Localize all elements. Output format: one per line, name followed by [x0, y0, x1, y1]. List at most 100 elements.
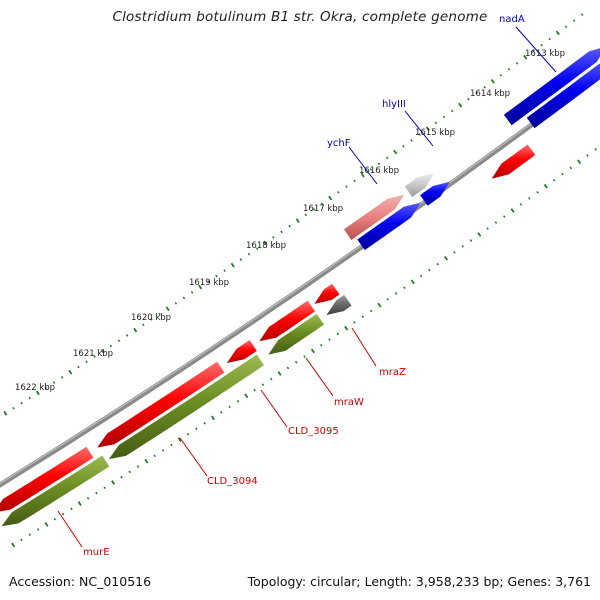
kbp-tick-outer: [385, 156, 389, 160]
kbp-tick-inner: [61, 512, 65, 516]
kbp-tick-outer: [572, 19, 576, 23]
kbp-tick-inner: [377, 302, 382, 308]
kbp-tick-inner: [561, 172, 564, 176]
kbp-tick-outer: [85, 360, 88, 364]
kbp-tick-inner: [410, 279, 415, 285]
kbp-tick-inner: [36, 528, 40, 531]
gene-features: [0, 48, 600, 527]
kbp-tick-inner: [361, 315, 365, 319]
gene-hlyiii-arrow: [404, 173, 435, 197]
kbp-tick-outer: [425, 126, 430, 132]
gene-blue-arrow-b: [420, 181, 451, 206]
kbp-tick-inner: [510, 208, 515, 213]
kbp-tick-outer: [328, 195, 333, 201]
kbp-tick-outer: [190, 291, 194, 294]
kbp-tick-inner: [586, 154, 589, 157]
kbp-tick-outer: [207, 280, 210, 283]
kbp-tick-inner: [294, 360, 298, 364]
kbp-tick-outer: [198, 284, 203, 290]
gene-red-arrow-far: [491, 144, 536, 179]
kbp-tick-inner: [486, 227, 489, 230]
kbp-tick-inner: [86, 496, 90, 500]
genome-backbone: [0, 70, 600, 488]
kbp-tick-inner: [303, 355, 306, 358]
kbp-tick-outer: [117, 339, 121, 343]
kbp-tick-outer: [142, 323, 145, 327]
kbp-tick-outer: [215, 274, 218, 278]
kbp-tick-inner: [261, 383, 265, 386]
accession-text: Accession: NC_010516: [9, 574, 152, 589]
kbp-tick-inner: [428, 268, 431, 272]
leader-mraw: [305, 357, 334, 397]
leader-cld3095: [260, 389, 288, 428]
kbp-tick-outer: [68, 369, 73, 375]
kbp-tick-inner: [543, 183, 548, 189]
kbp-tick-outer: [295, 218, 300, 224]
kbp-tick-inner: [28, 533, 32, 537]
kbp-tick-outer: [93, 355, 96, 358]
kbp-tick-outer: [77, 365, 80, 369]
kbp-tick-inner: [394, 292, 398, 295]
kbp-tick-outer: [230, 262, 235, 268]
gene-label-mure: murE: [83, 547, 110, 558]
gene-label-cld3095: CLD_3095: [288, 426, 339, 437]
gene-label-mraw: mraW: [334, 397, 364, 408]
kbp-label-1619: 1619 kbp: [189, 278, 229, 288]
kbp-tick-outer: [174, 301, 178, 305]
kbp-tick-inner: [77, 501, 82, 506]
kbp-tick-outer: [125, 334, 129, 337]
kbp-tick-outer: [28, 396, 31, 400]
kbp-tick-inner: [70, 507, 73, 511]
gene-red-arrow-mraz-up: [314, 283, 340, 304]
kbp-label-1620: 1620 kbp: [131, 313, 171, 323]
kbp-tick-outer: [507, 67, 511, 71]
kbp-tick-outer: [320, 202, 324, 206]
gene-nada-arrow: [503, 48, 600, 126]
gene-ychf-arrow: [343, 194, 405, 240]
kbp-tick-outer: [182, 296, 186, 300]
kbp-tick-ring-outer: [3, 13, 584, 416]
gene-label-mraz: mraZ: [379, 367, 406, 378]
leader-hlyiii: [404, 110, 434, 147]
kbp-tick-outer: [223, 269, 226, 272]
kbp-tick-outer: [247, 252, 251, 256]
kbp-tick-outer: [564, 25, 568, 29]
gene-blue-arrow-a: [526, 63, 600, 129]
kbp-tick-outer: [434, 121, 438, 125]
gene-mure-green-arrow: [1, 455, 110, 527]
kbp-tick-inner: [270, 377, 273, 381]
kbp-label-1617: 1617 kbp: [303, 204, 343, 214]
kbp-tick-outer: [263, 240, 268, 246]
kbp-tick-inner: [11, 542, 16, 548]
kbp-tick-inner: [286, 366, 290, 370]
kbp-tick-outer: [255, 247, 259, 250]
kbp-tick-inner: [111, 480, 116, 485]
kbp-tick-outer: [475, 91, 478, 95]
kbp-tick-outer: [580, 13, 584, 16]
genome-summary-text: Topology: circular; Length: 3,958,233 bp…: [247, 574, 591, 589]
gene-blue-arrow-c: [357, 202, 421, 251]
kbp-tick-inner: [519, 203, 523, 206]
kbp-tick-outer: [345, 185, 348, 188]
kbp-tick-outer: [100, 348, 105, 354]
kbp-tick-outer: [60, 376, 64, 379]
map-title: Clostridium botulinum B1 str. Okra, comp…: [112, 9, 488, 25]
kbp-tick-outer: [133, 327, 138, 333]
gene-cld3094-arrow: [97, 361, 225, 448]
kbp-labels: 1613 kbp 1614 kbp 1615 kbp 1616 kbp 1617…: [15, 49, 565, 393]
kbp-label-1621: 1621 kbp: [73, 349, 113, 359]
kbp-tick-inner: [328, 338, 331, 341]
kbp-tick-inner: [386, 297, 390, 301]
kbp-tick-inner: [186, 432, 190, 436]
kbp-tick-outer: [540, 43, 543, 47]
kbp-tick-inner: [503, 215, 506, 218]
kbp-tick-inner: [477, 232, 482, 237]
kbp-tick-outer: [280, 230, 283, 234]
gene-label-hlyiii: hlyIII: [382, 99, 406, 110]
leader-mraz: [351, 327, 377, 367]
kbp-tick-inner: [220, 411, 223, 414]
kbp-tick-outer: [523, 54, 528, 60]
kbp-tick-outer: [44, 386, 48, 390]
kbp-tick-inner: [203, 421, 206, 425]
